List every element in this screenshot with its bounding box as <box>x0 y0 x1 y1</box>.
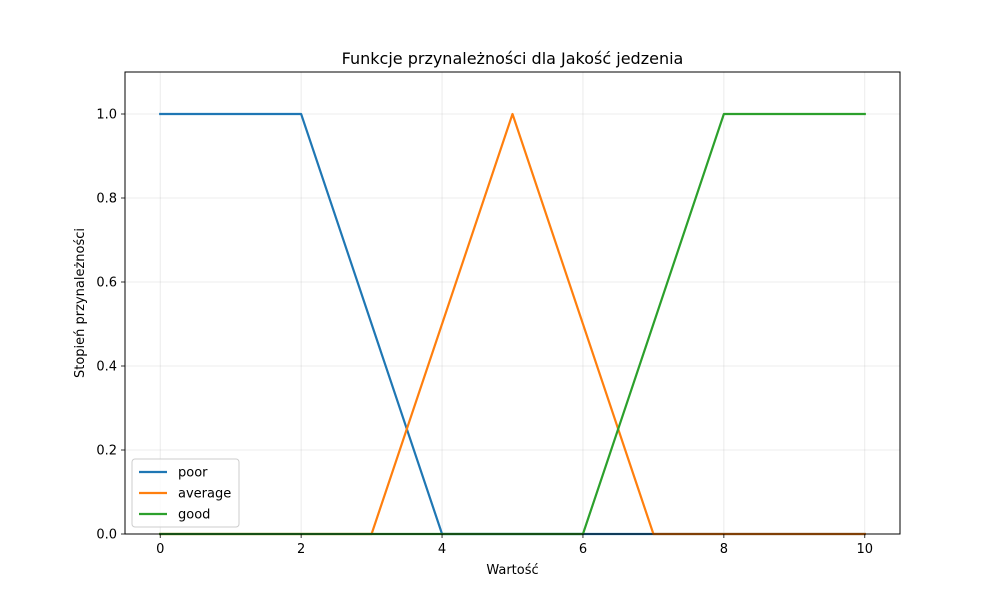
chart-title: Funkcje przynależności dla Jakość jedzen… <box>342 49 684 68</box>
y-tick-label: 0.4 <box>96 360 117 375</box>
y-tick-label: 1.0 <box>96 108 117 123</box>
y-tick-label: 0.6 <box>96 276 117 291</box>
legend-label-good: good <box>178 508 210 523</box>
legend-label-poor: poor <box>178 466 208 481</box>
y-axis-title: Stopień przynależności <box>73 228 88 378</box>
x-axis-ticks: 0 2 4 6 8 10 <box>156 534 873 557</box>
legend-box <box>131 458 240 528</box>
x-tick-label: 10 <box>856 542 873 557</box>
y-tick-label: 0.0 <box>96 528 117 543</box>
plot-area <box>125 72 900 534</box>
x-tick-label: 2 <box>297 542 305 557</box>
x-tick-label: 4 <box>438 542 446 557</box>
plot-frame <box>124 71 901 535</box>
x-tick-label: 0 <box>156 542 164 557</box>
legend: poor average good <box>131 458 240 528</box>
y-tick-label: 0.2 <box>96 444 117 459</box>
y-tick-label: 0.8 <box>96 192 117 207</box>
y-axis-ticks: 0.0 0.2 0.4 0.6 0.8 1.0 <box>96 108 125 543</box>
x-tick-label: 8 <box>720 542 728 557</box>
x-axis-title: Wartość <box>486 563 538 578</box>
x-tick-label: 6 <box>579 542 587 557</box>
legend-label-average: average <box>178 487 231 502</box>
